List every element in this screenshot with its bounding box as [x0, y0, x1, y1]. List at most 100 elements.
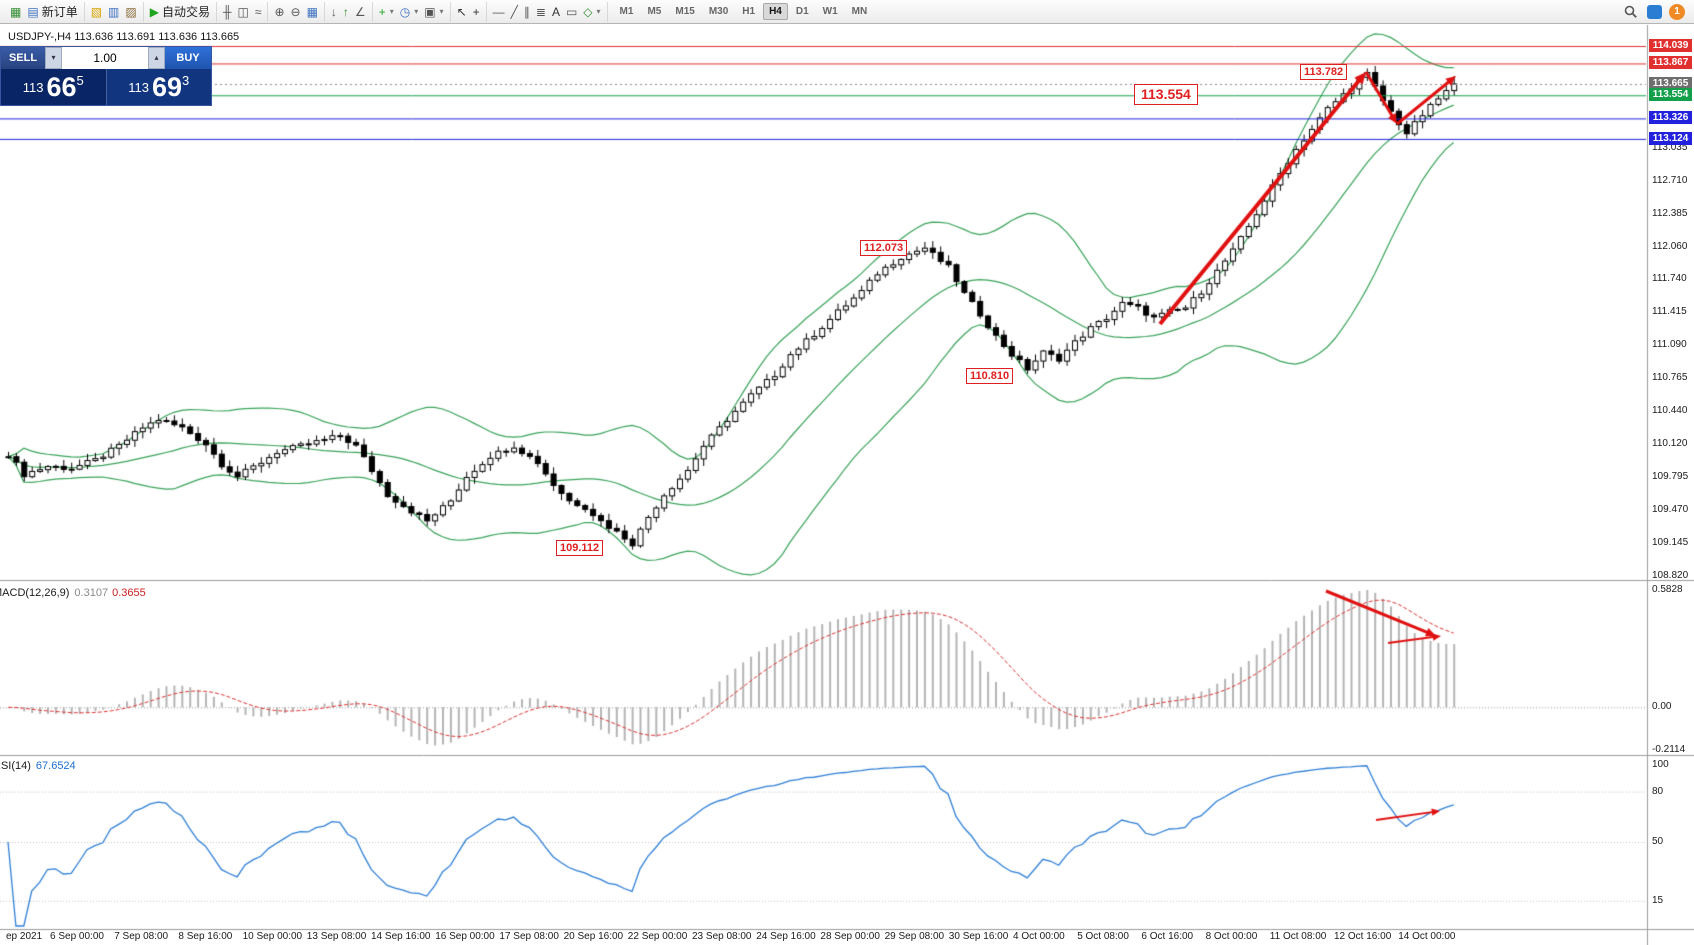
- terminal-icon[interactable]: ▦: [7, 5, 24, 19]
- new-chart-icon: +: [378, 4, 386, 19]
- indicators-list-icon[interactable]: ↓: [328, 5, 340, 19]
- crosshair-icon[interactable]: +: [470, 5, 483, 19]
- time-axis-label: 4 Oct 00:00: [1013, 931, 1065, 942]
- timeframe-group: M1 M5 M15 M30 H1 H4 D1 W1 MN: [613, 2, 875, 22]
- toolbar-group: ↓ ↑ ∠: [325, 1, 373, 22]
- label-icon[interactable]: ▭: [563, 5, 580, 19]
- chat-icon[interactable]: [1647, 4, 1662, 19]
- timeframe-button-W1[interactable]: W1: [822, 6, 838, 17]
- profile-icon[interactable]: ▧: [88, 5, 105, 19]
- macd-axis-tick: -0.2114: [1652, 743, 1686, 755]
- cursor-icon[interactable]: ↖: [454, 5, 470, 19]
- price-axis-tick: 112.385: [1652, 207, 1688, 219]
- time-axis-label: 8 Sep 16:00: [178, 931, 233, 942]
- trendline-icon[interactable]: ╱: [508, 5, 521, 19]
- bid-pip-digit: 5: [76, 73, 84, 88]
- strategy-tester-icon: ∠: [354, 4, 366, 19]
- shapes-icon[interactable]: ◇ ▾: [580, 5, 603, 19]
- timeframe-button-MN[interactable]: MN: [851, 6, 868, 17]
- price-axis-tick: 109.145: [1652, 536, 1689, 548]
- auto-trading-button[interactable]: ▶ 自动交易: [147, 5, 213, 19]
- channel-icon[interactable]: ∥: [521, 5, 533, 19]
- macd-label: MACD(12,26,9) 0.3107 0.3655: [0, 587, 146, 599]
- bar-chart-icon[interactable]: ╫: [220, 5, 235, 19]
- time-axis-label: 7 Sep 08:00: [114, 931, 169, 942]
- text-icon[interactable]: A: [549, 5, 563, 19]
- sell-button[interactable]: SELL: [1, 47, 45, 69]
- macd-axis-tick: 0.5828: [1652, 584, 1683, 595]
- new-order-button[interactable]: ▤ 新订单: [24, 5, 80, 19]
- templates-icon: ▣: [424, 4, 436, 19]
- price-axis-tick: 108.820: [1652, 570, 1689, 581]
- templates-icon[interactable]: ▣ ▾: [421, 5, 446, 19]
- toolbar-group: ▶ 自动交易: [144, 1, 217, 22]
- timeframe-button-H1[interactable]: H1: [742, 6, 756, 17]
- price-axis-tick: 111.740: [1652, 273, 1687, 285]
- price-axis-tick: 111.415: [1652, 306, 1687, 318]
- rsi-axis-tick: 100: [1652, 759, 1669, 770]
- timeframe-button-H4[interactable]: H4: [763, 3, 788, 20]
- indicators-list-icon: ↓: [330, 4, 337, 19]
- volume-increase-button[interactable]: ▴: [148, 47, 165, 69]
- price-axis-tick: 113.035: [1652, 141, 1688, 153]
- cursor-icon: ↖: [456, 4, 467, 19]
- timeframe-button-D1[interactable]: D1: [795, 6, 809, 17]
- time-axis-label: 10 Sep 00:00: [242, 931, 303, 942]
- search-icon[interactable]: [1621, 4, 1640, 19]
- fibonacci-icon[interactable]: ≣: [533, 5, 549, 19]
- auto-trading-button-label: 自动交易: [161, 4, 210, 19]
- new-order-button-label: 新订单: [41, 4, 78, 19]
- volume-input[interactable]: [62, 47, 148, 69]
- time-axis-label: 29 Sep 08:00: [884, 931, 945, 942]
- zoom-out-icon[interactable]: ⊖: [288, 5, 304, 19]
- notification-badge[interactable]: 1: [1669, 3, 1685, 20]
- data-window-icon[interactable]: ▨: [122, 5, 139, 19]
- market-watch-icon[interactable]: ▥: [105, 5, 122, 19]
- hline-icon: —: [492, 4, 505, 19]
- zoom-in-icon[interactable]: ⊕: [271, 5, 287, 19]
- time-axis-label: 6 Sep 00:00: [50, 931, 104, 942]
- buy-button[interactable]: BUY: [165, 47, 211, 69]
- time-axis-label: 5 Oct 08:00: [1077, 931, 1129, 942]
- timeframe-button-M5[interactable]: M5: [647, 6, 662, 17]
- strategy-tester-icon[interactable]: ∠: [352, 5, 369, 19]
- price-axis-tick: 109.470: [1652, 503, 1689, 515]
- new-chart-icon[interactable]: + ▾: [376, 5, 397, 19]
- bid-price[interactable]: 113 66 5: [1, 69, 107, 105]
- toolbar-group: ⊕ ⊖ ▦: [268, 1, 325, 22]
- tile-windows-icon[interactable]: ▦: [304, 5, 321, 19]
- time-axis-label: 14 Oct 00:00: [1398, 931, 1456, 942]
- chevron-down-icon: ▾: [389, 6, 394, 16]
- crosshair-icon: +: [472, 4, 480, 19]
- rsi-value: 67.6524: [35, 760, 76, 772]
- toolbar-group: — ╱ ∥ ≣ A ▭ ◇ ▾: [487, 1, 608, 22]
- price-annotation: 110.810: [966, 368, 1014, 384]
- price-axis-tick: 110.765: [1652, 372, 1688, 384]
- price-tag: 113.124: [1649, 131, 1692, 145]
- price-axis-tick: 111.090: [1652, 339, 1687, 351]
- period-clock-icon[interactable]: ◷ ▾: [397, 5, 422, 19]
- volume-decrease-button[interactable]: ▾: [45, 47, 62, 69]
- line-chart-icon[interactable]: ≈: [252, 5, 265, 19]
- ask-pip-digit: 3: [182, 73, 190, 88]
- zoom-out-icon: ⊖: [290, 4, 301, 19]
- ask-price[interactable]: 113 69 3: [106, 69, 211, 105]
- candlestick-icon[interactable]: ◫: [235, 5, 252, 19]
- tile-windows-icon: ▦: [306, 4, 318, 19]
- line-chart-icon: ≈: [254, 4, 262, 19]
- rsi-name: RSI(14): [0, 760, 31, 772]
- time-axis-label: 12 Oct 16:00: [1334, 931, 1392, 942]
- time-axis-label: 22 Sep 00:00: [627, 931, 688, 942]
- timeframe-button-M15[interactable]: M15: [675, 6, 695, 17]
- timeframe-button-M30[interactable]: M30: [708, 6, 729, 17]
- toolbar-left-groups: ▦ ▤ 新订单 ▧ ▥ ▨ ▶ 自动交易 ╫ ◫ ≈ ⊕ ⊖ ▦ ↓ ↑ ∠ + ▾ ◷ ▾ ▣ ▾ ↖ + — ╱ ∥ ≣ A ▭ ◇ ▾: [4, 0, 608, 24]
- time-axis-label: 24 Sep 16:00: [756, 931, 816, 942]
- timeframe-button-M1[interactable]: M1: [619, 6, 634, 17]
- charts-list-icon[interactable]: ↑: [340, 5, 352, 19]
- label-icon: ▭: [565, 4, 578, 19]
- hline-icon[interactable]: —: [490, 5, 508, 19]
- rsi-axis-tick: 50: [1652, 836, 1664, 847]
